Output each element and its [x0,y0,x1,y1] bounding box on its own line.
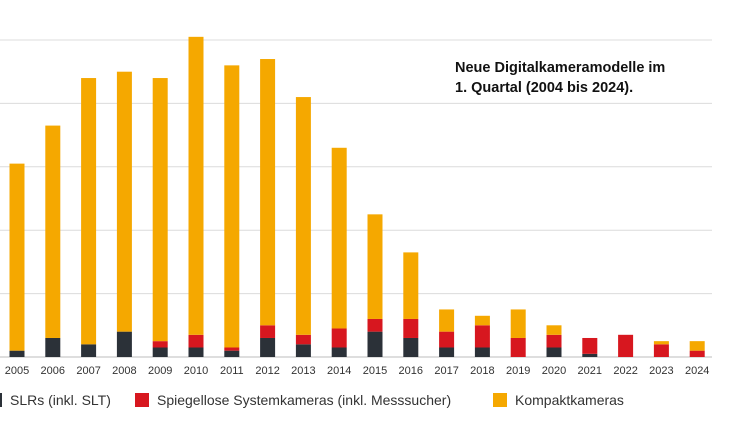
x-tick-label-2022: 2022 [613,365,637,377]
legend-swatch-mirrorless [135,393,149,407]
bar-segment-2012-series-1 [260,325,276,338]
legend-swatch-compact [493,393,507,407]
bar-segment-2014-series-2 [331,147,347,329]
bar-segment-2021-series-0 [582,353,598,357]
stacked-bar-chart: 2005 2006 2007 2008 2009 2010 2011 2012 2013 2014… [0,36,712,377]
bar-segment-2016-series-2 [403,252,419,319]
bar-segment-2010-series-1 [188,334,204,348]
bar-segment-2014-series-0 [331,347,347,357]
x-tick-label-2019: 2019 [506,365,530,377]
bar-segment-2009-series-0 [152,347,168,357]
bar-segment-2012-series-2 [260,59,276,326]
bar-segment-2023-series-1 [653,344,669,357]
bar-segment-2015-series-0 [367,331,383,357]
bar-segment-2011-series-0 [224,350,240,357]
chart-annotation: Neue Digitalkameramodelle im 1. Quartal … [455,58,715,98]
annotation-line-1: Neue Digitalkameramodelle im [455,60,666,76]
legend-swatch-slr [0,393,2,407]
bar-segment-2013-series-2 [295,97,311,335]
x-tick-label-2013: 2013 [291,365,315,377]
bar-segment-2006-series-0 [45,337,61,357]
bar-segment-2009-series-2 [152,78,168,342]
bar-segment-2023-series-2 [653,341,669,345]
x-tick-label-2007: 2007 [76,365,100,377]
x-tick-label-2012: 2012 [255,365,279,377]
bar-segment-2020-series-2 [546,325,562,335]
bar-segment-2005-series-0 [9,350,25,357]
bar-segment-2022-series-1 [618,334,634,357]
x-tick-label-2016: 2016 [399,365,423,377]
bar-segment-2006-series-2 [45,125,61,338]
bar-segment-2005-series-2 [9,163,25,351]
x-tick-label-2006: 2006 [41,365,65,377]
x-tick-label-2023: 2023 [649,365,673,377]
legend-item-slr: SLRs (inkl. SLT) [0,392,111,408]
bar-segment-2009-series-1 [152,341,168,348]
bar-segment-2024-series-1 [689,350,705,357]
bar-segment-2021-series-1 [582,337,598,354]
x-tick-label-2005: 2005 [5,365,29,377]
bar-segment-2024-series-2 [689,341,705,351]
x-tick-label-2009: 2009 [148,365,172,377]
x-tick-label-2008: 2008 [112,365,136,377]
bar-segment-2015-series-2 [367,214,383,319]
x-tick-label-2011: 2011 [220,365,244,377]
bar-segment-2013-series-1 [295,334,311,345]
bar-segment-2013-series-0 [295,344,311,357]
x-tick-label-2018: 2018 [470,365,494,377]
x-tick-label-2010: 2010 [184,365,208,377]
x-tick-label-2015: 2015 [363,365,387,377]
bar-segment-2019-series-2 [510,309,526,338]
bar-segment-2014-series-1 [331,328,347,348]
x-tick-label-2020: 2020 [542,365,566,377]
bar-segment-2011-series-2 [224,65,240,348]
chart-legend: SLRs (inkl. SLT) Spiegellose Systemkamer… [0,390,750,414]
legend-label-compact: Kompaktkameras [515,392,624,408]
bar-segment-2008-series-2 [116,71,132,332]
legend-label-mirrorless: Spiegellose Systemkameras (inkl. Messsuc… [157,392,452,408]
bar-segment-2017-series-1 [439,331,455,348]
legend-item-mirrorless: Spiegellose Systemkameras (inkl. Messsuc… [135,392,451,408]
bar-segment-2012-series-0 [260,337,276,357]
bar-segment-2020-series-0 [546,347,562,357]
bar-segment-2007-series-2 [81,78,97,345]
legend-item-compact: Kompaktkameras [493,392,624,408]
bar-segment-2010-series-2 [188,36,204,335]
bars [9,36,705,357]
bar-segment-2018-series-2 [474,315,490,326]
bar-segment-2017-series-0 [439,347,455,357]
legend-label-slr: SLRs (inkl. SLT) [10,392,111,408]
x-axis-tick-labels: 2005 2006 2007 2008 2009 2010 2011 2012 2013 2014… [5,365,710,377]
bar-segment-2018-series-1 [474,325,490,348]
bar-segment-2020-series-1 [546,334,562,348]
x-tick-label-2017: 2017 [434,365,458,377]
bar-segment-2017-series-2 [439,309,455,332]
bar-segment-2019-series-1 [510,337,526,357]
x-tick-label-2014: 2014 [327,365,351,377]
bar-segment-2016-series-1 [403,318,419,338]
bar-segment-2015-series-1 [367,318,383,332]
bar-segment-2018-series-0 [474,347,490,357]
bar-segment-2007-series-0 [81,344,97,357]
x-tick-label-2024: 2024 [685,365,709,377]
bar-segment-2008-series-0 [116,331,132,357]
bar-segment-2016-series-0 [403,337,419,357]
x-tick-label-2021: 2021 [578,365,602,377]
annotation-line-2: 1. Quartal (2004 bis 2024). [455,80,634,96]
bar-segment-2010-series-0 [188,347,204,357]
bar-segment-2011-series-1 [224,347,240,351]
